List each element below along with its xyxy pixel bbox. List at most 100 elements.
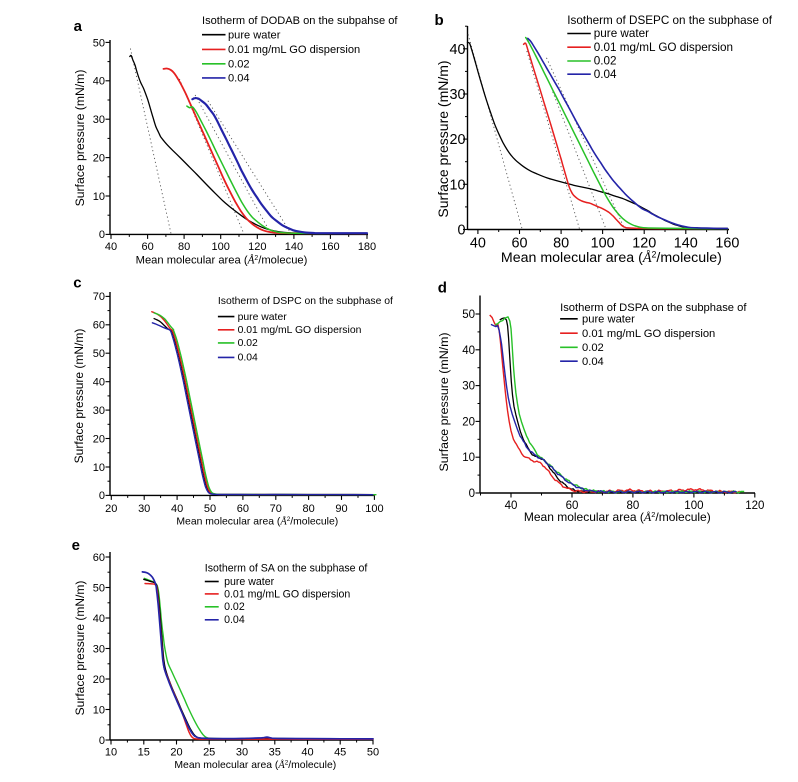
svg-text:30: 30 xyxy=(93,114,105,126)
svg-text:35: 35 xyxy=(269,747,281,759)
svg-text:0: 0 xyxy=(99,229,105,241)
svg-text:100: 100 xyxy=(365,503,383,515)
svg-text:Isotherm of SA on the subphase: Isotherm of SA on the subphase of xyxy=(205,563,368,575)
svg-text:140: 140 xyxy=(674,236,698,252)
svg-text:20: 20 xyxy=(105,503,117,515)
svg-text:0.02: 0.02 xyxy=(224,601,245,613)
svg-text:80: 80 xyxy=(627,500,640,512)
svg-text:pure water: pure water xyxy=(224,576,275,588)
svg-text:60: 60 xyxy=(93,552,105,564)
svg-text:Isotherm of DSPC on the subpha: Isotherm of DSPC on the subphase of xyxy=(218,296,393,307)
svg-text:40: 40 xyxy=(470,236,486,252)
svg-text:Surface pressure (mN/m): Surface pressure (mN/m) xyxy=(435,60,451,217)
svg-text:pure water: pure water xyxy=(238,312,288,323)
svg-text:20: 20 xyxy=(449,132,465,148)
svg-text:40: 40 xyxy=(93,377,105,389)
svg-text:0.02: 0.02 xyxy=(238,338,258,349)
svg-text:20: 20 xyxy=(462,416,475,428)
svg-text:Mean molecular area (Å2/molecu: Mean molecular area (Å2/molecule) xyxy=(501,249,722,266)
svg-text:50: 50 xyxy=(93,37,105,49)
svg-text:30: 30 xyxy=(93,643,105,655)
svg-text:pure water: pure water xyxy=(228,29,281,41)
svg-text:50: 50 xyxy=(93,582,105,594)
svg-text:30: 30 xyxy=(462,381,475,393)
svg-text:Surface pressure (mN/m): Surface pressure (mN/m) xyxy=(72,329,86,464)
svg-text:30: 30 xyxy=(449,87,465,103)
svg-text:Surface pressure (mN/m): Surface pressure (mN/m) xyxy=(73,70,87,207)
svg-text:0.04: 0.04 xyxy=(238,353,258,364)
svg-text:100: 100 xyxy=(212,241,230,253)
svg-text:Mean molecular area (Å2/molecu: Mean molecular area (Å2/molecule) xyxy=(174,759,336,771)
svg-text:45: 45 xyxy=(334,747,346,759)
svg-text:40: 40 xyxy=(449,42,465,58)
svg-text:25: 25 xyxy=(203,747,215,759)
svg-text:15: 15 xyxy=(138,747,150,759)
svg-text:120: 120 xyxy=(745,500,764,512)
svg-text:e: e xyxy=(72,537,80,554)
svg-text:0: 0 xyxy=(469,488,475,500)
svg-text:20: 20 xyxy=(93,674,105,686)
svg-text:80: 80 xyxy=(178,241,190,253)
svg-text:20: 20 xyxy=(170,747,182,759)
svg-text:40: 40 xyxy=(93,76,105,88)
svg-text:10: 10 xyxy=(462,452,475,464)
svg-text:d: d xyxy=(438,279,447,296)
svg-text:10: 10 xyxy=(449,177,465,193)
svg-text:60: 60 xyxy=(566,500,579,512)
svg-text:Mean molecular area (Å2/molecu: Mean molecular area (Å2/molecule) xyxy=(176,516,338,528)
svg-text:40: 40 xyxy=(105,241,117,253)
svg-text:60: 60 xyxy=(93,320,105,332)
svg-text:90: 90 xyxy=(335,503,347,515)
svg-text:a: a xyxy=(74,18,83,35)
svg-text:Isotherm of DODAB on the subpa: Isotherm of DODAB on the subpahse of xyxy=(202,15,398,27)
svg-text:60: 60 xyxy=(511,236,527,252)
svg-text:0.01 mg/mL GO dispersion: 0.01 mg/mL GO dispersion xyxy=(224,588,350,600)
svg-text:pure water: pure water xyxy=(582,313,635,325)
svg-text:0.04: 0.04 xyxy=(594,68,617,81)
svg-text:100: 100 xyxy=(684,500,703,512)
svg-text:b: b xyxy=(435,12,444,29)
svg-text:Surface pressure (mN/m): Surface pressure (mN/m) xyxy=(73,581,87,716)
svg-text:Isotherm of DSPA on the subpha: Isotherm of DSPA on the subphase of xyxy=(560,302,747,314)
svg-text:50: 50 xyxy=(462,309,475,321)
svg-text:Mean molecular area (Å2/molecu: Mean molecular area (Å2/molecule) xyxy=(524,510,711,524)
svg-text:30: 30 xyxy=(236,747,248,759)
svg-text:70: 70 xyxy=(93,291,105,303)
svg-text:0.02: 0.02 xyxy=(582,342,604,354)
svg-text:40: 40 xyxy=(301,747,313,759)
svg-text:0.04: 0.04 xyxy=(228,73,250,85)
svg-text:Surface pressure (mN/m): Surface pressure (mN/m) xyxy=(437,332,451,471)
svg-text:120: 120 xyxy=(632,236,656,252)
svg-text:10: 10 xyxy=(93,462,105,474)
svg-text:20: 20 xyxy=(93,433,105,445)
svg-text:0.01 mg/mL GO dispersion: 0.01 mg/mL GO dispersion xyxy=(228,44,360,56)
svg-text:160: 160 xyxy=(715,236,739,252)
svg-text:40: 40 xyxy=(462,345,475,357)
svg-text:10: 10 xyxy=(93,704,105,716)
svg-text:Isotherm of DSEPC on the subph: Isotherm of DSEPC on the subphase of xyxy=(567,14,772,27)
svg-text:30: 30 xyxy=(93,405,105,417)
svg-text:80: 80 xyxy=(553,236,569,252)
svg-text:pure water: pure water xyxy=(594,27,649,40)
svg-text:0.01 mg/mL GO dispersion: 0.01 mg/mL GO dispersion xyxy=(582,328,715,340)
svg-text:40: 40 xyxy=(171,503,183,515)
svg-text:0.02: 0.02 xyxy=(594,55,617,68)
svg-text:20: 20 xyxy=(93,153,105,165)
svg-text:40: 40 xyxy=(505,500,518,512)
svg-text:0.01 mg/mL GO dispersion: 0.01 mg/mL GO dispersion xyxy=(238,325,362,336)
svg-text:0.04: 0.04 xyxy=(224,614,245,626)
svg-text:30: 30 xyxy=(138,503,150,515)
svg-text:10: 10 xyxy=(93,191,105,203)
svg-text:160: 160 xyxy=(321,241,339,253)
svg-text:c: c xyxy=(73,274,81,291)
svg-text:80: 80 xyxy=(302,503,314,515)
svg-text:0: 0 xyxy=(99,490,105,502)
svg-text:0: 0 xyxy=(99,735,105,747)
svg-text:180: 180 xyxy=(358,241,376,253)
svg-text:70: 70 xyxy=(270,503,282,515)
svg-text:50: 50 xyxy=(367,747,379,759)
svg-text:60: 60 xyxy=(141,241,153,253)
svg-text:0.01 mg/mL GO dispersion: 0.01 mg/mL GO dispersion xyxy=(594,41,733,54)
svg-text:10: 10 xyxy=(105,747,117,759)
svg-text:40: 40 xyxy=(93,613,105,625)
